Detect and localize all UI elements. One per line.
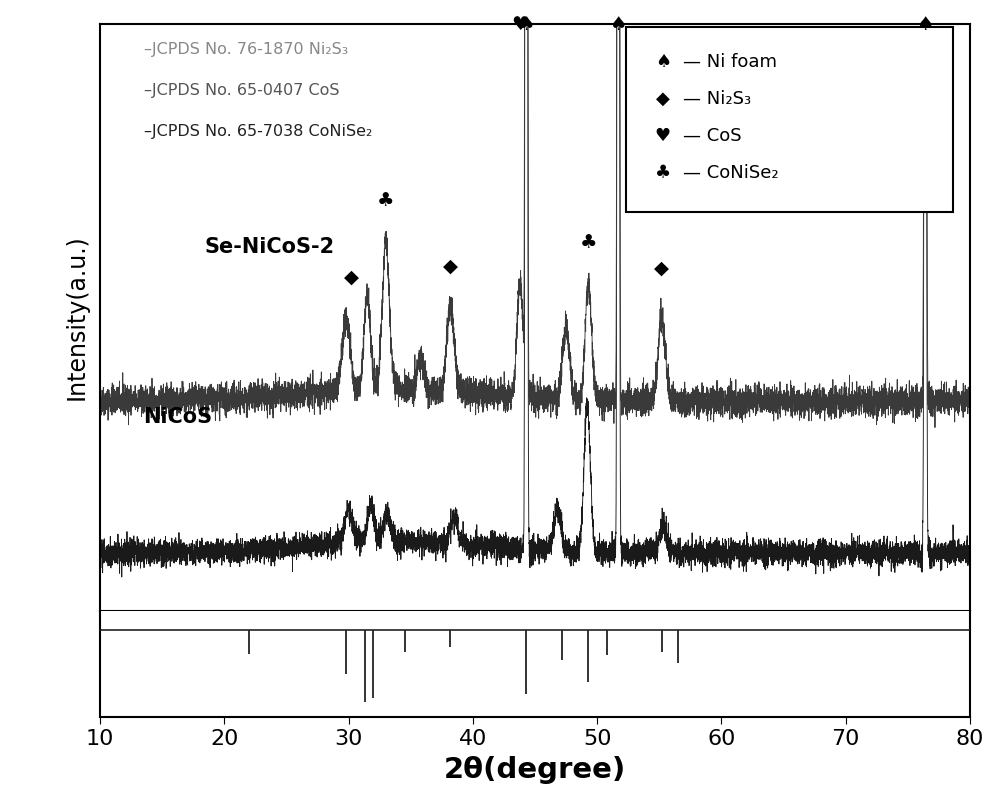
Text: ♠: ♠ [518, 15, 535, 34]
Text: ◆: ◆ [344, 268, 359, 287]
X-axis label: 2θ(degree): 2θ(degree) [444, 756, 626, 784]
Text: ♠: ♠ [917, 15, 934, 34]
Text: — CoNiSe₂: — CoNiSe₂ [683, 164, 779, 182]
Text: ♥: ♥ [655, 127, 671, 145]
Text: NiCoS: NiCoS [144, 407, 213, 427]
Text: Se-NiCoS-2: Se-NiCoS-2 [204, 237, 335, 257]
Text: — CoS: — CoS [683, 127, 742, 145]
Y-axis label: Intensity(a.u.): Intensity(a.u.) [65, 234, 89, 400]
Text: ♠: ♠ [610, 15, 627, 34]
Text: ◆: ◆ [656, 90, 670, 108]
Text: ◆: ◆ [654, 258, 669, 277]
Text: –JCPDS No. 65-0407 CoS: –JCPDS No. 65-0407 CoS [144, 83, 339, 97]
Text: — Ni foam: — Ni foam [683, 53, 777, 71]
Text: –JCPDS No. 65-7038 CoNiSe₂: –JCPDS No. 65-7038 CoNiSe₂ [144, 124, 372, 139]
FancyBboxPatch shape [626, 27, 953, 212]
Text: –JCPDS No. 76-1870 Ni₂S₃: –JCPDS No. 76-1870 Ni₂S₃ [144, 41, 348, 57]
Text: ♠: ♠ [655, 53, 671, 71]
Text: ♣: ♣ [580, 234, 597, 252]
Text: ♥: ♥ [511, 15, 529, 34]
Text: ♣: ♣ [377, 191, 395, 210]
Text: ◆: ◆ [443, 257, 458, 276]
Text: — Ni₂S₃: — Ni₂S₃ [683, 90, 751, 108]
Text: ♣: ♣ [655, 164, 671, 182]
